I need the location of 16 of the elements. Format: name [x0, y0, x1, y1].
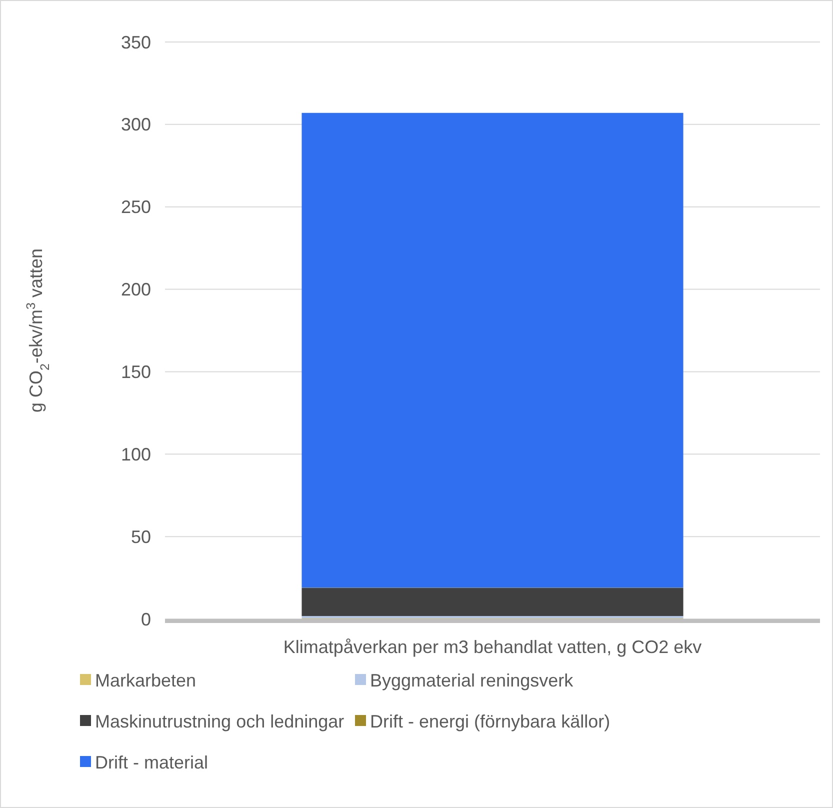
- legend-label: Markarbeten: [95, 670, 196, 690]
- x-tick-label: Klimatpåverkan per m3 behandlat vatten, g CO2 ekv: [283, 637, 702, 657]
- y-tick-label: 0: [140, 609, 151, 630]
- legend-label: Drift - material: [95, 752, 208, 772]
- y-tick-label: 200: [120, 280, 151, 300]
- y-tick-label: 150: [120, 362, 151, 382]
- y-tick-label: 50: [130, 526, 151, 547]
- y-tick-label: 100: [120, 444, 151, 464]
- y-tick-label: 300: [120, 114, 151, 135]
- bar: [302, 112, 684, 588]
- legend-label: Byggmaterial reningsverk: [370, 670, 574, 690]
- y-tick-label: 350: [120, 32, 151, 52]
- legend-label: Drift - energi (förnybara källor): [370, 711, 610, 732]
- legend-label: Maskinutrustning och ledningar: [95, 711, 344, 732]
- y-tick-label: 250: [120, 197, 151, 218]
- bar: [302, 588, 684, 616]
